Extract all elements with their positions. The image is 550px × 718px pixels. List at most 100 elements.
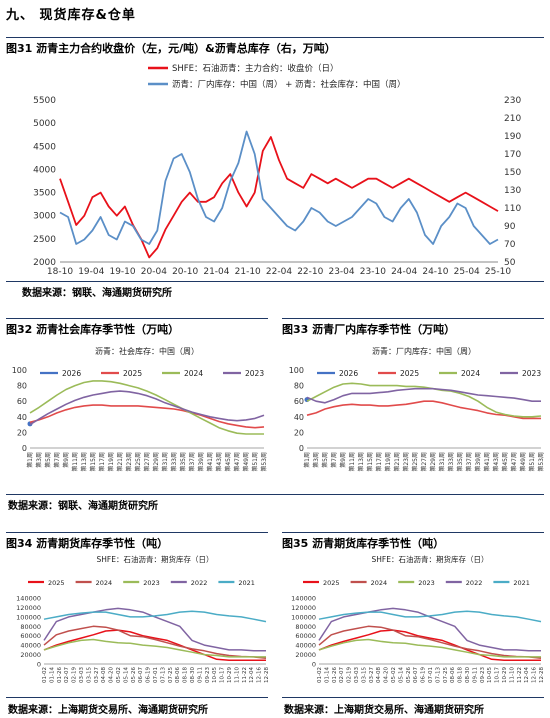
section-title: 九、 现货库存&仓单 bbox=[6, 8, 136, 23]
series-line-2024 bbox=[318, 625, 542, 660]
x-tick-label: 10-17 bbox=[220, 667, 226, 683]
y-tick-label: 100000 bbox=[291, 613, 316, 621]
x-tick-label: 06-19 bbox=[421, 667, 427, 683]
legend-label-2025: 2025 bbox=[400, 369, 419, 378]
y-tick-label: 0 bbox=[37, 661, 41, 669]
figure-34-title: 图34 沥青期货库存季节性（吨） bbox=[6, 537, 169, 550]
figure-35-source: 数据来源：上海期货交易所、海通期货研究所 bbox=[284, 705, 484, 716]
x-tick-label: 11-22 bbox=[242, 667, 248, 683]
x-tick-label: 08-06 bbox=[175, 667, 181, 683]
x-tick-label: 第39周 bbox=[197, 452, 205, 472]
x-tick-label: 11-22 bbox=[517, 667, 523, 683]
y-tick-label: 20 bbox=[17, 428, 27, 437]
y-tick-label: 140000 bbox=[16, 595, 41, 603]
x-tick-label: 第43周 bbox=[492, 452, 500, 472]
figure-rule bbox=[6, 318, 268, 319]
y-tick-label: 120000 bbox=[16, 604, 41, 612]
figure-rule bbox=[6, 697, 268, 698]
x-tick-label: 08-30 bbox=[465, 667, 471, 683]
figure-33-chart: 沥青：厂内库存：中国（周） 2026 2025 2024 2023 0 20 40 60 80 10… bbox=[289, 346, 545, 472]
series-line-2023 bbox=[306, 387, 541, 404]
y-tick-label: 80 bbox=[17, 382, 27, 391]
legend-label-2021: 2021 bbox=[238, 579, 255, 587]
x-tick-label: 05-14 bbox=[398, 667, 404, 683]
figure-31-chart: 2000 2500 3000 3500 4000 4500 5000 5500 50 70 90 11… bbox=[33, 63, 521, 277]
x-tick-label: 01-26 bbox=[57, 667, 63, 683]
legend-label-2023: 2023 bbox=[418, 579, 435, 587]
figure-32-source: 数据来源：钢联、海通期货研究所 bbox=[8, 501, 158, 512]
x-tick-label: 04-08 bbox=[101, 667, 107, 683]
x-tick-label: 12-28 bbox=[264, 667, 270, 683]
y-left-tick-label: 5500 bbox=[33, 96, 56, 106]
x-tick-label: 08-30 bbox=[190, 667, 196, 683]
y-tick-label: 60 bbox=[17, 397, 27, 406]
x-tick-label: 第13周 bbox=[80, 452, 88, 472]
x-tick-label: 12-16 bbox=[532, 667, 538, 683]
y-left-tick-label: 4500 bbox=[33, 142, 56, 152]
figure-35-title: 图35 沥青期货库存季节性（吨） bbox=[282, 537, 445, 550]
series-line-1 bbox=[59, 130, 499, 245]
chart-subtitle: SHFE：石油沥青：期货库存（日） bbox=[97, 554, 214, 564]
legend-label-2026: 2026 bbox=[62, 369, 81, 378]
x-tick-label: 第19周 bbox=[107, 452, 115, 472]
y-left-tick-label: 3000 bbox=[33, 212, 56, 222]
x-tick-label: 第23周 bbox=[125, 452, 133, 472]
y-tick-label: 40000 bbox=[20, 642, 41, 650]
x-tick-label: 第41周 bbox=[483, 452, 491, 472]
x-tick-label: 07-01 bbox=[153, 667, 159, 683]
legend-label-2023: 2023 bbox=[245, 369, 264, 378]
x-tick-label: 10-29 bbox=[502, 667, 508, 683]
figure-31-source: 数据来源：钢联、海通期货研究所 bbox=[22, 288, 172, 299]
y-tick-label: 20000 bbox=[20, 651, 41, 659]
legend-label-2024: 2024 bbox=[461, 369, 480, 378]
x-tick-label: 第33周 bbox=[170, 452, 178, 472]
y-right-tick-label: 90 bbox=[504, 222, 516, 232]
y-tick-label: 100 bbox=[12, 366, 27, 375]
series-line-2022 bbox=[318, 607, 541, 652]
figure-rule bbox=[6, 532, 268, 533]
x-tick-label: 第5周 bbox=[44, 452, 52, 468]
x-tick-label: 08-18 bbox=[458, 667, 464, 683]
y-right-tick-label: 70 bbox=[504, 240, 516, 250]
x-tick-label: 20-04 bbox=[141, 267, 167, 277]
legend-label-0: SHFE：石油沥青：主力合约：收盘价（日） bbox=[172, 63, 339, 74]
x-tick-label: 07-25 bbox=[168, 667, 174, 683]
y-tick-label: 20 bbox=[294, 428, 304, 437]
legend-label-2024: 2024 bbox=[371, 579, 388, 587]
x-tick-label: 第53周 bbox=[537, 452, 545, 472]
figure-33-title: 图33 沥青厂内库存季节性（万吨） bbox=[282, 323, 456, 336]
x-tick-label: 第43周 bbox=[215, 452, 223, 472]
x-tick-label: 05-14 bbox=[123, 667, 129, 683]
x-tick-label: 12-04 bbox=[524, 667, 530, 683]
series-line-2024 bbox=[43, 625, 267, 660]
x-tick-label: 05-02 bbox=[116, 667, 122, 683]
x-tick-label: 07-13 bbox=[435, 667, 441, 683]
x-tick-label: 第13周 bbox=[357, 452, 365, 472]
legend-label-2023: 2023 bbox=[522, 369, 541, 378]
series-line-2023 bbox=[318, 638, 541, 658]
x-tick-label: 03-03 bbox=[354, 667, 360, 683]
x-tick-label: 22-04 bbox=[266, 267, 292, 277]
x-tick-label: 05-02 bbox=[391, 667, 397, 683]
x-tick-label: 第15周 bbox=[366, 452, 374, 472]
x-tick-label: 24-10 bbox=[422, 267, 448, 277]
x-tick-label: 第9周 bbox=[62, 452, 70, 468]
x-tick-label: 第23周 bbox=[402, 452, 410, 472]
x-tick-label: 03-15 bbox=[86, 667, 92, 683]
y-right-tick-label: 130 bbox=[504, 186, 521, 196]
x-tick-label: 第27周 bbox=[143, 452, 151, 472]
x-tick-label: 04-08 bbox=[376, 667, 382, 683]
y-left-tick-label: 2000 bbox=[33, 258, 56, 268]
x-tick-label: 第51周 bbox=[528, 452, 536, 472]
x-tick-label: 第17周 bbox=[375, 452, 383, 472]
figure-31-title: 图31 沥青主力合约收盘价（左，元/吨）&沥青总库存（右，万吨） bbox=[6, 42, 336, 55]
y-tick-label: 60000 bbox=[295, 632, 316, 640]
x-tick-label: 第37周 bbox=[188, 452, 196, 472]
legend-label-2025: 2025 bbox=[48, 579, 65, 587]
y-tick-label: 100 bbox=[289, 366, 304, 375]
x-tick-label: 08-18 bbox=[183, 667, 189, 683]
x-tick-label: 第21周 bbox=[116, 452, 124, 472]
y-tick-label: 80000 bbox=[295, 623, 316, 631]
y-tick-label: 80 bbox=[294, 382, 304, 391]
x-tick-label: 03-27 bbox=[94, 667, 100, 683]
